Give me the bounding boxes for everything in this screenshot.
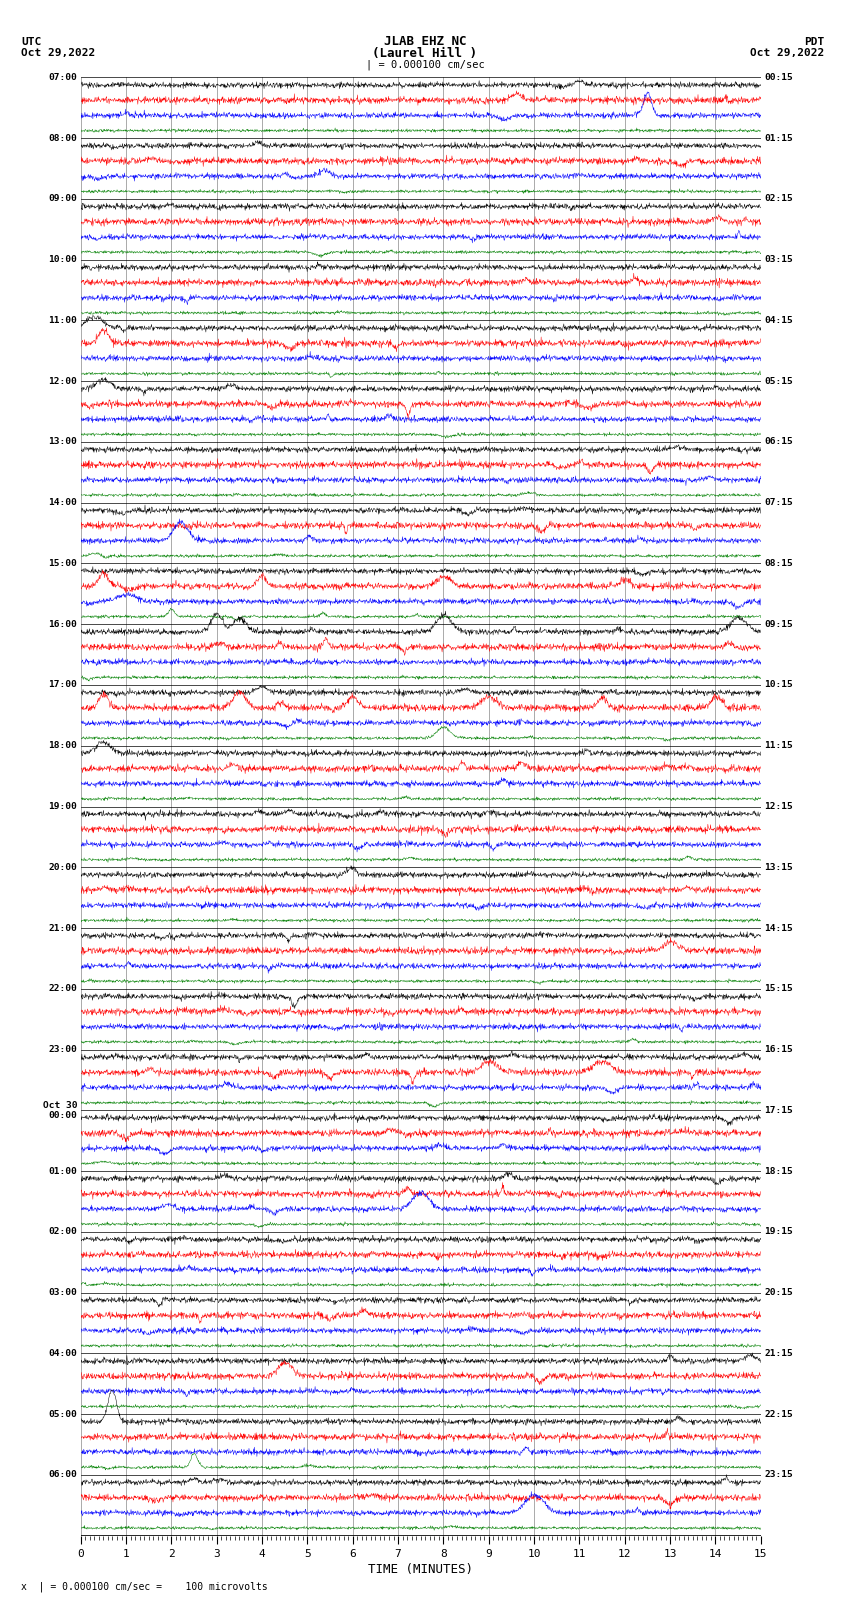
Text: 01:00: 01:00 [48,1166,77,1176]
Text: UTC: UTC [21,37,42,47]
Text: Oct 29,2022: Oct 29,2022 [751,48,824,58]
Text: 03:15: 03:15 [764,255,793,265]
Text: 19:15: 19:15 [764,1227,793,1236]
Text: 12:15: 12:15 [764,802,793,811]
Text: 09:00: 09:00 [48,195,77,203]
Text: 15:15: 15:15 [764,984,793,994]
Text: 02:00: 02:00 [48,1227,77,1236]
Text: 08:00: 08:00 [48,134,77,142]
Text: 12:00: 12:00 [48,377,77,386]
Text: 22:00: 22:00 [48,984,77,994]
Text: 20:15: 20:15 [764,1289,793,1297]
Text: 16:15: 16:15 [764,1045,793,1053]
Text: 23:15: 23:15 [764,1471,793,1479]
Text: 22:15: 22:15 [764,1410,793,1418]
Text: 05:00: 05:00 [48,1410,77,1418]
Text: 17:00: 17:00 [48,681,77,689]
Text: 10:00: 10:00 [48,255,77,265]
Text: 09:15: 09:15 [764,619,793,629]
Text: x  | = 0.000100 cm/sec =    100 microvolts: x | = 0.000100 cm/sec = 100 microvolts [21,1582,268,1592]
Text: 16:00: 16:00 [48,619,77,629]
X-axis label: TIME (MINUTES): TIME (MINUTES) [368,1563,473,1576]
Text: 08:15: 08:15 [764,560,793,568]
Text: 18:00: 18:00 [48,742,77,750]
Text: 11:15: 11:15 [764,742,793,750]
Text: Oct 30
00:00: Oct 30 00:00 [42,1100,77,1119]
Text: Oct 29,2022: Oct 29,2022 [21,48,95,58]
Text: 21:15: 21:15 [764,1348,793,1358]
Text: 06:00: 06:00 [48,1471,77,1479]
Text: 19:00: 19:00 [48,802,77,811]
Text: (Laurel Hill ): (Laurel Hill ) [372,47,478,60]
Text: 17:15: 17:15 [764,1107,793,1115]
Text: 03:00: 03:00 [48,1289,77,1297]
Text: 13:15: 13:15 [764,863,793,871]
Text: 18:15: 18:15 [764,1166,793,1176]
Text: PDT: PDT [804,37,824,47]
Text: 14:15: 14:15 [764,924,793,932]
Text: 02:15: 02:15 [764,195,793,203]
Text: 01:15: 01:15 [764,134,793,142]
Text: 11:00: 11:00 [48,316,77,324]
Text: JLAB EHZ NC: JLAB EHZ NC [383,35,467,48]
Text: 04:00: 04:00 [48,1348,77,1358]
Text: 07:00: 07:00 [48,73,77,82]
Text: 06:15: 06:15 [764,437,793,447]
Text: 20:00: 20:00 [48,863,77,871]
Text: 04:15: 04:15 [764,316,793,324]
Text: 15:00: 15:00 [48,560,77,568]
Text: 00:15: 00:15 [764,73,793,82]
Text: 21:00: 21:00 [48,924,77,932]
Text: 23:00: 23:00 [48,1045,77,1053]
Text: 14:00: 14:00 [48,498,77,506]
Text: 07:15: 07:15 [764,498,793,506]
Text: | = 0.000100 cm/sec: | = 0.000100 cm/sec [366,60,484,69]
Text: 13:00: 13:00 [48,437,77,447]
Text: 05:15: 05:15 [764,377,793,386]
Text: 10:15: 10:15 [764,681,793,689]
